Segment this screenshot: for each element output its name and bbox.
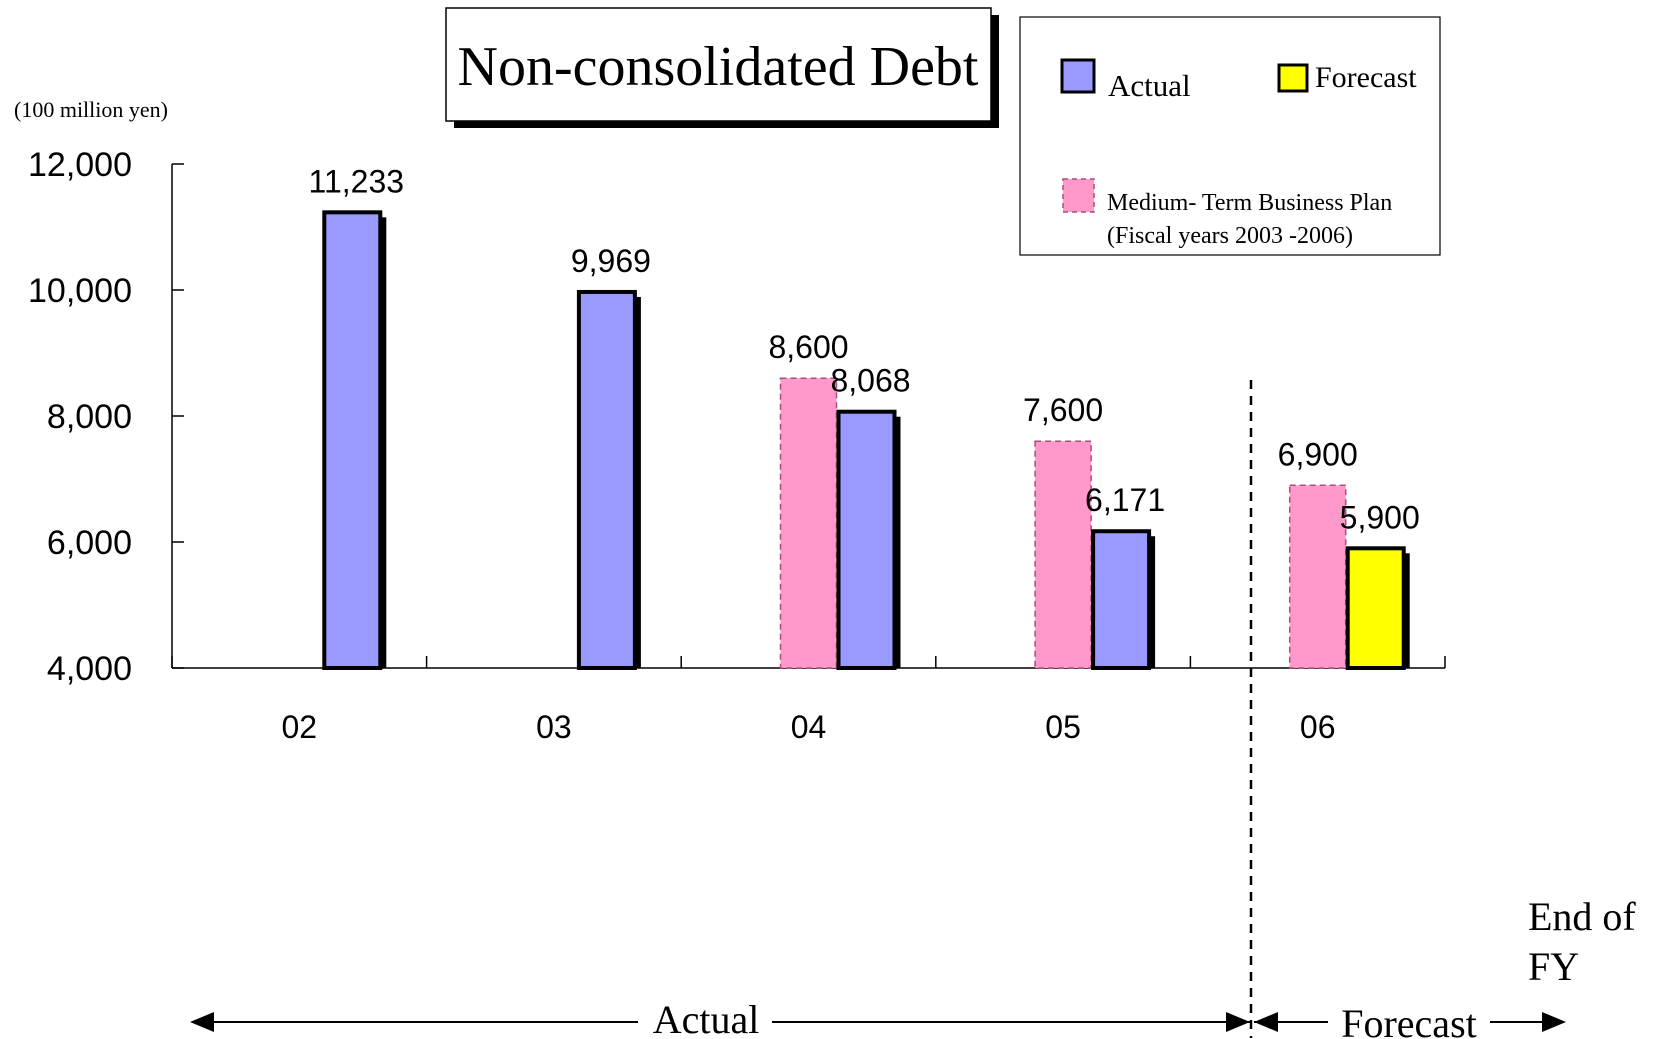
plan-bar [1288, 484, 1347, 669]
actual-bar-label: 8,068 [830, 363, 910, 399]
period-actual-label: Actual [653, 997, 760, 1039]
plan-bar [779, 377, 838, 669]
arrow-right-head-icon [1226, 1012, 1250, 1032]
plan-bar [1034, 440, 1092, 669]
legend-frame [1019, 16, 1441, 256]
x-tick-label: 06 [1300, 709, 1336, 745]
actual-bar-label: 6,171 [1085, 482, 1165, 518]
x-axis-label-line1: End of [1528, 894, 1636, 939]
actual-bar [836, 409, 897, 670]
actual-bar-label: 11,233 [309, 163, 405, 199]
plan-bar-label: 8,600 [768, 329, 848, 365]
arrow-left-head-icon [190, 1012, 214, 1032]
x-axis-label-line2: FY [1528, 944, 1579, 989]
actual-bar-label: 9,969 [571, 243, 651, 279]
period-actual-arrow: Actual [190, 997, 1250, 1039]
legend-label-forecast: Forecast [1315, 61, 1417, 94]
legend: Actual Forecast Medium- Term Business Pl… [1019, 16, 1441, 256]
chart-title: Non-consolidated Debt [458, 36, 979, 98]
plan-bar-label: 6,900 [1278, 436, 1358, 472]
legend-swatch-plan [1062, 178, 1095, 213]
y-tick-label: 4,000 [47, 650, 132, 688]
unit-label: (100 million yen) [14, 97, 168, 122]
x-tick-label: 04 [791, 709, 827, 745]
y-tick-label: 6,000 [47, 524, 132, 562]
period-forecast-label: Forecast [1341, 1001, 1477, 1039]
x-tick-label: 02 [282, 709, 318, 745]
plan-bar-label: 7,600 [1023, 392, 1103, 428]
actual-bar [576, 289, 637, 670]
x-tick-label: 05 [1045, 709, 1081, 745]
x-tick-label: 03 [536, 709, 572, 745]
y-tick-label: 10,000 [28, 272, 132, 310]
legend-swatch-forecast [1277, 63, 1309, 93]
forecast-bar-label: 5,900 [1340, 499, 1420, 535]
arrow-left-head-icon [1254, 1012, 1278, 1032]
y-tick-label: 8,000 [47, 398, 132, 436]
y-tick-label: 12,000 [28, 146, 132, 184]
legend-swatch-actual [1060, 58, 1096, 94]
arrow-right-head-icon [1542, 1012, 1566, 1032]
actual-bar [1091, 529, 1152, 670]
legend-label-plan-line1: Medium- Term Business Plan [1107, 190, 1392, 216]
legend-label-plan-line2: (Fiscal years 2003 -2006) [1107, 223, 1353, 249]
period-forecast-arrow: Forecast [1254, 1001, 1566, 1039]
legend-label-actual: Actual [1108, 68, 1191, 103]
plot-area: 4,000 6,000 8,000 10,000 12,000 02 03 04 05 06 11,… [28, 146, 1446, 745]
chart-title-box: Non-consolidated Debt [445, 7, 999, 128]
actual-bar [322, 210, 383, 670]
forecast-bar [1345, 546, 1406, 670]
